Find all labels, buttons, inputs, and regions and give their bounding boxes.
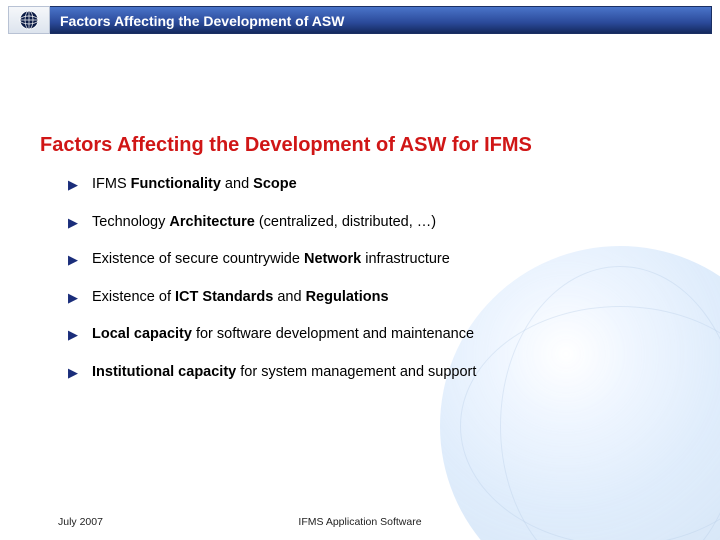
world-bank-globe-icon xyxy=(19,10,39,30)
bullet-text: Local capacity for software development … xyxy=(92,326,474,342)
bullet-item: Existence of ICT Standards and Regulatio… xyxy=(68,288,680,308)
bullet-list: IFMS Functionality and Scope Technology … xyxy=(40,175,680,382)
bullet-text: Existence of ICT Standards and Regulatio… xyxy=(92,289,389,305)
bullet-text: Existence of secure countrywide Network … xyxy=(92,251,450,267)
titlebar: Factors Affecting the Development of ASW xyxy=(8,6,712,34)
bullet-item: IFMS Functionality and Scope xyxy=(68,175,680,195)
bullet-item: Technology Architecture (centralized, di… xyxy=(68,213,680,233)
titlebar-title: Factors Affecting the Development of ASW xyxy=(50,6,712,34)
bullet-text: Institutional capacity for system manage… xyxy=(92,364,476,380)
footer-title: IFMS Application Software xyxy=(0,516,720,528)
logo-box xyxy=(8,6,50,34)
bullet-item: Institutional capacity for system manage… xyxy=(68,363,680,383)
bullet-text: Technology Architecture (centralized, di… xyxy=(92,214,436,230)
bullet-item: Existence of secure countrywide Network … xyxy=(68,250,680,270)
main-heading: Factors Affecting the Development of ASW… xyxy=(40,134,680,157)
footer: July 2007 IFMS Application Software xyxy=(0,516,720,528)
bullet-item: Local capacity for software development … xyxy=(68,325,680,345)
footer-date: July 2007 xyxy=(58,516,103,528)
bullet-text: IFMS Functionality and Scope xyxy=(92,176,297,192)
slide-content: Factors Affecting the Development of ASW… xyxy=(0,34,720,382)
